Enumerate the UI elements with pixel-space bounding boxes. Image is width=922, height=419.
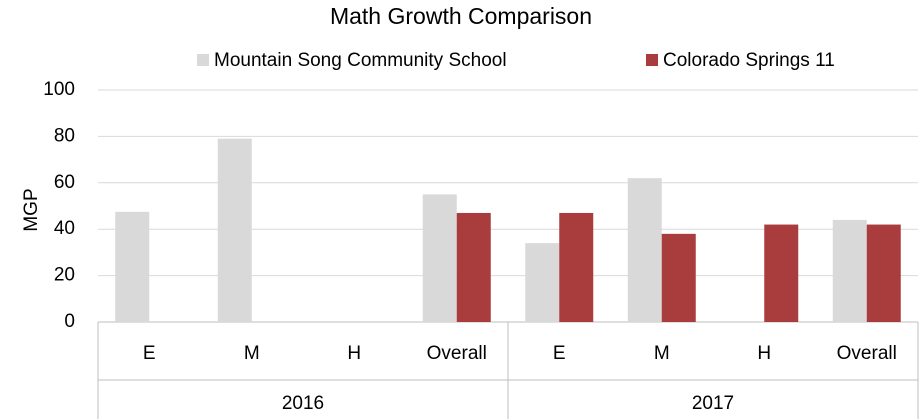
bar	[764, 224, 799, 322]
x-tick-label: Overall	[427, 343, 487, 364]
legend-swatch	[197, 54, 209, 66]
bar	[525, 243, 560, 322]
y-tick-label: 0	[64, 311, 75, 332]
bar	[866, 224, 901, 322]
chart-title: Math Growth Comparison	[330, 3, 592, 29]
x-tick-label: H	[757, 343, 771, 364]
x-tick-label: Overall	[837, 343, 897, 364]
bar	[115, 211, 150, 322]
y-tick-label: 20	[54, 265, 75, 286]
bar	[456, 212, 491, 322]
bar	[559, 212, 594, 322]
y-axis-label: MGP	[21, 188, 42, 231]
legend-label: Colorado Springs 11	[663, 50, 835, 71]
x-tick-label: H	[347, 343, 361, 364]
group-label: 2017	[692, 393, 734, 414]
x-tick-label: M	[244, 343, 260, 364]
x-tick-label: E	[553, 343, 566, 364]
y-tick-label: 40	[54, 218, 75, 239]
y-tick-label: 80	[54, 125, 75, 146]
bar	[422, 194, 457, 322]
y-tick-label: 100	[43, 79, 75, 100]
bar	[217, 138, 252, 322]
bar	[661, 233, 696, 322]
bar	[832, 219, 867, 322]
group-label: 2016	[282, 393, 324, 414]
legend-label: Mountain Song Community School	[214, 50, 507, 71]
bar	[627, 178, 662, 322]
legend-swatch	[646, 54, 658, 66]
x-tick-label: M	[654, 343, 670, 364]
y-tick-label: 60	[54, 172, 75, 193]
x-tick-label: E	[143, 343, 156, 364]
